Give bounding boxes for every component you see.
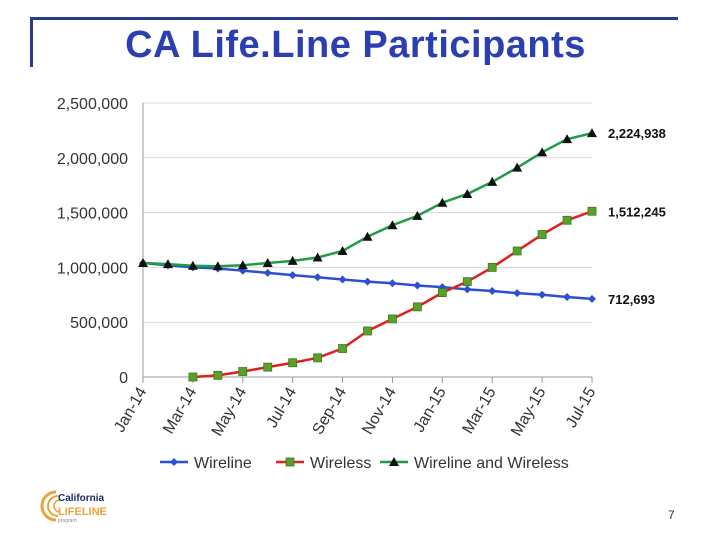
legend-marker (389, 457, 399, 466)
data-point (537, 147, 548, 157)
y-tick-label: 1,500,000 (57, 206, 128, 223)
slide-title: CA Life.Line Participants (125, 24, 586, 66)
data-point (562, 134, 573, 144)
data-point (237, 260, 248, 270)
data-point (263, 268, 272, 277)
data-point (212, 261, 223, 271)
y-tick-label: 2,000,000 (57, 151, 128, 168)
data-point (588, 294, 596, 303)
data-point (412, 302, 422, 312)
y-tick-label: 0 (119, 370, 128, 387)
data-point (162, 259, 173, 269)
data-point (512, 246, 522, 256)
data-point (288, 358, 298, 368)
data-point (313, 353, 323, 363)
data-point (187, 260, 198, 270)
x-tick-label: May-15 (508, 384, 549, 439)
logo-text-lifeline: LIFELINE (58, 506, 107, 518)
legend-label: Wireless (310, 455, 371, 472)
data-point (263, 362, 273, 372)
legend-marker (285, 457, 295, 467)
data-point (513, 289, 522, 298)
y-tick-label: 500,000 (70, 315, 128, 332)
california-lifeline-logo: California LIFELINE program (34, 486, 154, 526)
data-point (313, 273, 322, 282)
data-point (587, 206, 597, 216)
data-point (338, 344, 347, 353)
title-frame-top (30, 17, 678, 20)
end-value-label: 712,693 (608, 292, 655, 307)
logo-text-program: program (58, 518, 77, 524)
data-point (188, 372, 198, 382)
data-point (262, 258, 273, 268)
data-point (362, 231, 373, 241)
data-point (437, 197, 448, 207)
end-value-label: 2,224,938 (608, 126, 666, 141)
data-point (462, 277, 472, 287)
data-point (387, 220, 398, 230)
legend-marker (170, 458, 178, 466)
x-tick-label: Jul-15 (563, 384, 600, 430)
y-tick-label: 2,500,000 (57, 96, 128, 113)
logo-swirl-icon (40, 490, 61, 522)
data-point (587, 128, 597, 138)
data-point (238, 367, 248, 376)
data-point (388, 279, 397, 288)
x-tick-label: Mar-14 (160, 384, 200, 436)
data-point (312, 252, 323, 262)
x-tick-label: Sep-14 (310, 384, 351, 437)
data-point (487, 176, 498, 186)
data-point (338, 275, 347, 284)
data-point (337, 245, 348, 255)
data-point (363, 326, 372, 336)
data-point (563, 292, 572, 301)
data-point (562, 215, 572, 225)
data-point (388, 314, 397, 324)
y-tick-label: 1,000,000 (57, 260, 128, 277)
data-point (437, 288, 447, 298)
legend-label: Wireline and Wireless (414, 455, 569, 472)
data-point (412, 210, 423, 220)
data-point (512, 162, 523, 172)
title-frame-left (30, 17, 33, 67)
data-point (462, 188, 473, 198)
data-point (463, 285, 472, 294)
data-point (138, 258, 148, 268)
data-point (487, 262, 497, 272)
x-tick-label: Jul-14 (264, 384, 301, 430)
data-point (537, 230, 547, 239)
data-point (538, 290, 547, 299)
x-tick-label: Jan-15 (411, 384, 450, 435)
x-tick-label: Jan-14 (111, 384, 150, 435)
data-point (413, 281, 422, 290)
legend-label: Wireline (194, 455, 252, 472)
end-value-label: 1,512,245 (608, 204, 666, 219)
x-tick-label: May-14 (209, 384, 250, 439)
data-point (363, 277, 372, 286)
data-point (288, 271, 297, 280)
data-point (213, 370, 223, 380)
data-point (488, 286, 497, 295)
x-tick-label: Nov-14 (359, 384, 400, 437)
data-point (287, 255, 298, 265)
logo-text-california: California (58, 493, 105, 504)
page-number: 7 (668, 508, 675, 522)
x-tick-label: Mar-15 (460, 384, 500, 436)
